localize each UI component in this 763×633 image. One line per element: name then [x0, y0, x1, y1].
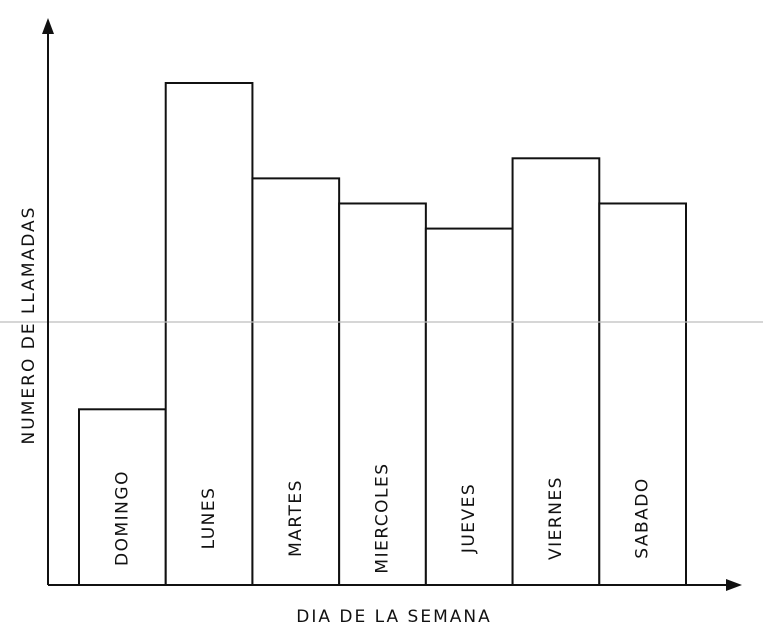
bar-miercoles: [338, 202, 427, 586]
bar-label-sabado: SABADO: [633, 477, 653, 559]
y-axis-arrow: [42, 18, 54, 34]
bar-labels-group: DOMINGO LUNES MARTES MIERCOLES JUEVES VIERNES…: [112, 462, 652, 573]
bar-label-domingo: DOMINGO: [112, 470, 132, 566]
bar-martes: [251, 177, 341, 586]
bar-label-miercoles: MIERCOLES: [373, 462, 393, 573]
bar-label-viernes: VIERNES: [546, 476, 566, 560]
x-axis-arrow: [726, 579, 742, 591]
bars-group: [78, 82, 687, 587]
bar-viernes: [511, 157, 601, 587]
bar-domingo: [78, 408, 167, 586]
y-axis-label: NUMERO DE LLAMADAS: [19, 206, 39, 445]
bar-label-jueves: JUEVES: [459, 483, 479, 554]
bar-lunes: [164, 82, 254, 586]
bar-label-martes: MARTES: [286, 479, 306, 557]
x-axis-label: DIA DE LA SEMANA: [296, 607, 491, 627]
bar-label-lunes: LUNES: [199, 487, 219, 550]
